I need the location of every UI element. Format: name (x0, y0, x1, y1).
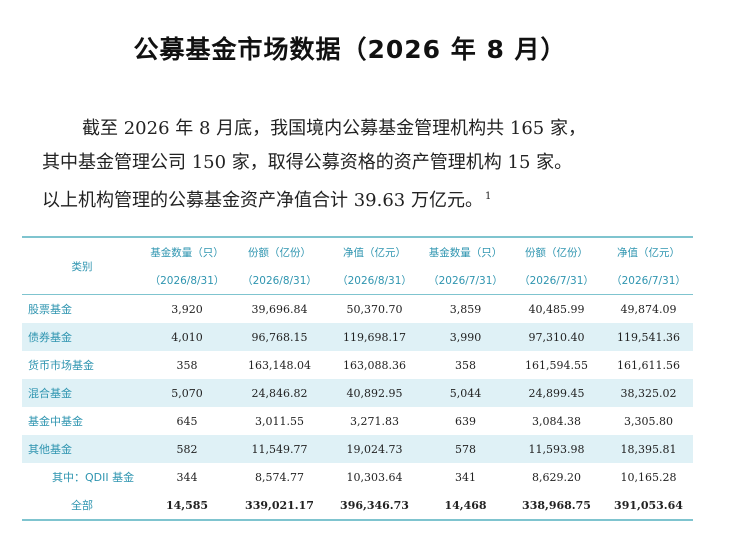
summary-line-3: 以上机构管理的公募基金资产净值合计 39.63 万亿元。 1 (42, 190, 492, 211)
table-cell: 14,585 (142, 491, 232, 521)
table-cell: 18,395.81 (604, 435, 693, 463)
table-cell: 119,541.36 (604, 323, 693, 351)
table-cell: 49,874.09 (620, 302, 677, 316)
header-date-jul: （2026/7/31） (509, 266, 604, 295)
table-cell: 639 (455, 414, 476, 428)
table-cell: 5,044 (422, 379, 509, 407)
header-date-jul: （2026/7/31） (604, 266, 693, 295)
table-cell: 5,070 (142, 379, 232, 407)
table-cell: 40,892.95 (327, 379, 422, 407)
table-cell: 19,024.73 (327, 435, 422, 463)
header-shares-jul: 份额（亿份） (509, 236, 604, 266)
table-cell: 396,346.73 (327, 491, 422, 521)
table-cell: 8,629.20 (532, 470, 581, 484)
row-category: 其他基金 (22, 435, 142, 463)
header-date-aug: （2026/8/31） (327, 266, 422, 295)
table-row: 混合基金 5,070 24,846.82 40,892.95 5,044 24,… (22, 379, 693, 407)
table-cell: 344 (176, 470, 198, 484)
footnote-marker: 1 (484, 191, 492, 202)
table-row: 货币市场基金 358 163,148.04 163,088.36 358 161… (22, 351, 693, 379)
header-date-aug: （2026/8/31） (232, 266, 327, 295)
table-cell: 24,899.45 (509, 379, 604, 407)
header-shares-aug: 份额（亿份） (232, 236, 327, 266)
table-cell: 50,370.70 (346, 302, 403, 316)
table-row: 其他基金 582 11,549.77 19,024.73 578 11,593.… (22, 435, 693, 463)
table-cell: 339,021.17 (232, 491, 327, 521)
table-cell: 3,990 (422, 323, 509, 351)
header-count-jul: 基金数量（只） (422, 236, 509, 266)
table-cell: 391,053.64 (604, 491, 693, 521)
row-category: 货币市场基金 (28, 359, 94, 372)
table-cell: 3,305.80 (624, 414, 673, 428)
header-date-jul: （2026/7/31） (422, 266, 509, 295)
table-row-total: 全部 14,585 339,021.17 396,346.73 14,468 3… (22, 491, 693, 521)
summary-paragraph: 截至 2026 年 8 月底，我国境内公募基金管理机构共 165 家， 其中基金… (42, 112, 682, 218)
table-cell: 14,468 (422, 491, 509, 521)
table-row: 其中：QDII 基金 344 8,574.77 10,303.64 341 8,… (22, 463, 693, 491)
table-cell: 163,088.36 (343, 358, 406, 372)
table-cell: 39,696.84 (251, 302, 308, 316)
table-cell: 11,593.98 (509, 435, 604, 463)
page-title: 公募基金市场数据（2026 年 8 月） (133, 35, 567, 64)
table-cell: 97,310.40 (509, 323, 604, 351)
row-category: 全部 (22, 491, 142, 521)
table-cell: 645 (176, 414, 198, 428)
table-cell: 161,611.56 (617, 358, 680, 372)
header-count-aug: 基金数量（只） (142, 236, 232, 266)
table-cell: 3,859 (449, 302, 482, 316)
header-date-aug: （2026/8/31） (142, 266, 232, 295)
table-cell: 338,968.75 (509, 491, 604, 521)
table-cell: 3,920 (171, 302, 203, 316)
table-cell: 161,594.55 (525, 358, 588, 372)
table-row: 股票基金 3,920 39,696.84 50,370.70 3,859 40,… (22, 295, 693, 324)
table-row: 基金中基金 645 3,011.55 3,271.83 639 3,084.38… (22, 407, 693, 435)
table-cell: 11,549.77 (232, 435, 327, 463)
table-cell: 8,574.77 (255, 470, 304, 484)
table-cell: 358 (455, 358, 476, 372)
category-header: 类别 (22, 236, 142, 295)
table-cell: 96,768.15 (232, 323, 327, 351)
table-cell: 40,485.99 (528, 302, 585, 316)
table-cell: 163,148.04 (248, 358, 311, 372)
table-cell: 4,010 (142, 323, 232, 351)
table-cell: 341 (455, 470, 476, 484)
table-cell: 10,165.28 (620, 470, 677, 484)
table-cell: 38,325.02 (604, 379, 693, 407)
table-cell: 3,084.38 (532, 414, 581, 428)
row-category: 基金中基金 (28, 415, 83, 428)
summary-line-2: 其中基金管理公司 150 家，取得公募资格的资产管理机构 15 家。 (42, 152, 573, 173)
table-cell: 358 (176, 358, 198, 372)
table-cell: 10,303.64 (346, 470, 403, 484)
row-category: 其中：QDII 基金 (52, 471, 135, 484)
header-nav-jul: 净值（亿元） (604, 236, 693, 266)
table-cell: 24,846.82 (232, 379, 327, 407)
table-cell: 3,011.55 (255, 414, 304, 428)
table-cell: 578 (422, 435, 509, 463)
table-cell: 3,271.83 (350, 414, 399, 428)
table-row: 债券基金 4,010 96,768.15 119,698.17 3,990 97… (22, 323, 693, 351)
fund-data-table: 类别 基金数量（只） 份额（亿份） 净值（亿元） 基金数量（只） 份额（亿份） … (22, 236, 693, 521)
row-category: 混合基金 (22, 379, 142, 407)
table-cell: 119,698.17 (327, 323, 422, 351)
row-category: 债券基金 (22, 323, 142, 351)
table-cell: 582 (142, 435, 232, 463)
header-nav-aug: 净值（亿元） (327, 236, 422, 266)
row-category: 股票基金 (28, 303, 72, 316)
summary-line-1: 截至 2026 年 8 月底，我国境内公募基金管理机构共 165 家， (82, 118, 586, 139)
